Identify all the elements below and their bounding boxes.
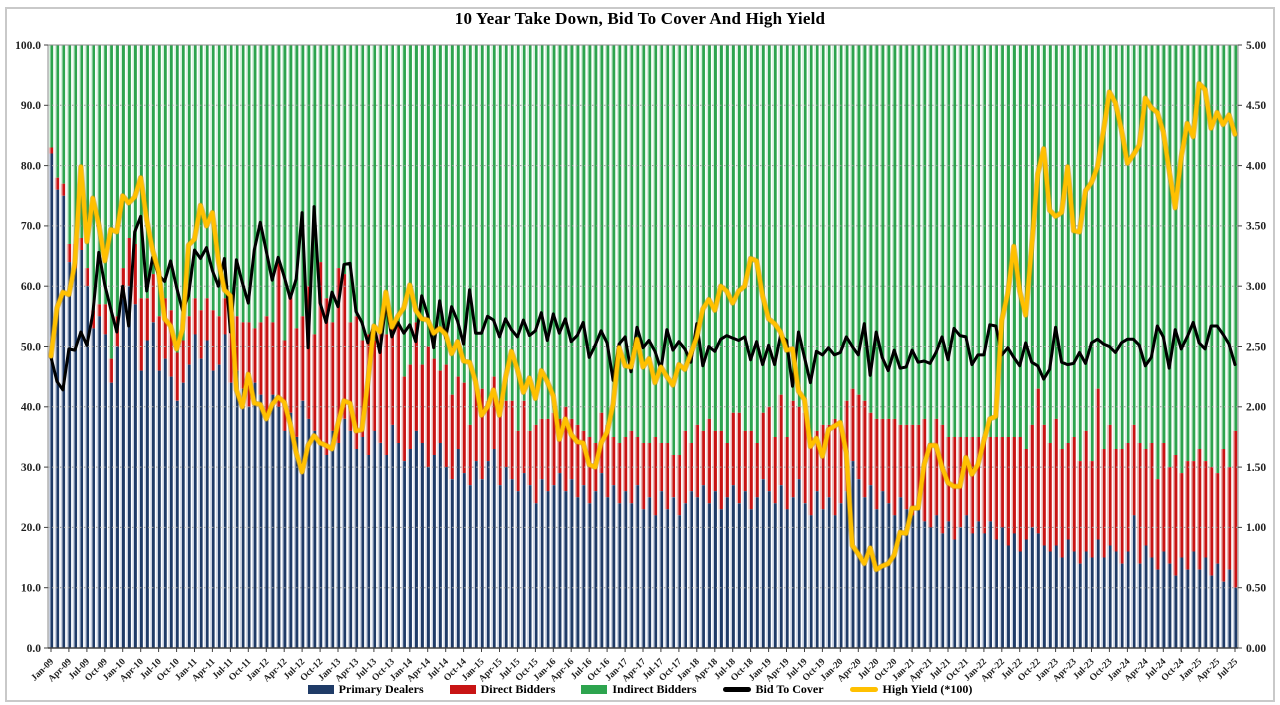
svg-text:3.00: 3.00 xyxy=(1246,281,1266,293)
svg-text:4.00: 4.00 xyxy=(1246,160,1266,172)
svg-text:100.0: 100.0 xyxy=(15,40,41,52)
svg-text:40.0: 40.0 xyxy=(21,402,41,414)
chart-legend: Primary Dealers Direct Bidders Indirect … xyxy=(0,682,1280,697)
legend-label: Bid To Cover xyxy=(755,682,824,696)
legend-item-indirect-bidders: Indirect Bidders xyxy=(581,682,697,697)
svg-text:90.0: 90.0 xyxy=(21,100,41,112)
svg-text:2.50: 2.50 xyxy=(1246,341,1266,353)
indirect-bidders-swatch xyxy=(581,685,608,694)
svg-text:0.00: 0.00 xyxy=(1246,643,1266,655)
primary-dealers-swatch xyxy=(307,685,334,694)
svg-text:1.50: 1.50 xyxy=(1246,462,1266,474)
svg-text:Jul-25: Jul-25 xyxy=(1215,657,1240,682)
direct-bidders-swatch xyxy=(449,685,476,694)
legend-item-high-yield: High Yield (*100) xyxy=(849,682,973,697)
svg-text:2.00: 2.00 xyxy=(1246,402,1266,414)
svg-text:50.0: 50.0 xyxy=(21,341,41,353)
svg-text:10.0: 10.0 xyxy=(21,583,41,595)
figure-border xyxy=(5,7,1275,702)
chart-title: 10 Year Take Down, Bid To Cover And High… xyxy=(454,9,826,28)
high-yield-swatch xyxy=(849,687,878,692)
svg-text:30.0: 30.0 xyxy=(21,462,41,474)
legend-label: Indirect Bidders xyxy=(612,682,697,696)
legend-label: Primary Dealers xyxy=(338,682,424,696)
svg-text:1.00: 1.00 xyxy=(1246,522,1266,534)
svg-text:5.00: 5.00 xyxy=(1246,40,1266,52)
legend-item-direct-bidders: Direct Bidders xyxy=(449,682,556,697)
svg-text:80.0: 80.0 xyxy=(21,160,41,172)
svg-text:3.50: 3.50 xyxy=(1246,221,1266,233)
bid-to-cover-swatch xyxy=(722,687,751,692)
legend-label: High Yield (*100) xyxy=(882,682,973,696)
svg-text:0.50: 0.50 xyxy=(1246,583,1266,595)
legend-item-primary-dealers: Primary Dealers xyxy=(307,682,424,697)
legend-label: Direct Bidders xyxy=(480,682,556,696)
legend-item-bid-to-cover: Bid To Cover xyxy=(722,682,824,697)
svg-text:60.0: 60.0 xyxy=(21,281,41,293)
svg-text:70.0: 70.0 xyxy=(21,221,41,233)
svg-text:0.0: 0.0 xyxy=(27,643,42,655)
svg-text:4.50: 4.50 xyxy=(1246,100,1266,112)
svg-text:20.0: 20.0 xyxy=(21,522,41,534)
